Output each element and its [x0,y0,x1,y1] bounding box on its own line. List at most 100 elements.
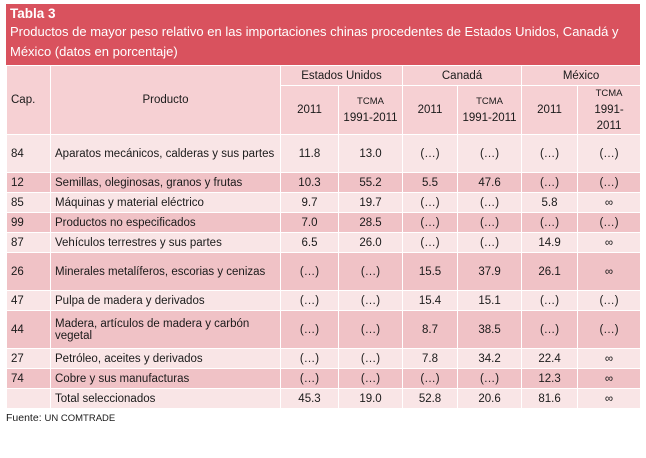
mx-2011-cell: 26.1 [521,252,579,291]
us-tcma-cell: (…) [337,368,404,389]
table-row: 84 Aparatos mecánicos, calderas y sus pa… [6,134,642,173]
ca-2011-cell: (…) [402,232,459,253]
header-tcma: TCMA 1991-2011 [577,85,642,135]
us-tcma-cell: 19.7 [337,192,404,213]
header-cap: Cap. [6,65,51,135]
source-note: Fuente: UN COMTRADE [6,412,640,424]
product-cell: Vehículos terrestres y sus partes [50,232,281,253]
mx-tcma-cell: ∞ [577,368,642,389]
cap-cell: 26 [6,252,51,291]
ca-tcma-cell: 37.9 [457,252,523,291]
product-cell: Aparatos mecánicos, calderas y sus parte… [50,134,281,173]
us-tcma-cell: (…) [337,310,404,349]
mx-tcma-cell: ∞ [577,232,642,253]
ca-tcma-cell: (…) [457,134,523,173]
cap-cell [6,388,51,409]
cap-cell: 47 [6,290,51,311]
ca-2011-cell: 15.5 [402,252,459,291]
mx-2011-cell: (…) [521,310,579,349]
product-cell: Productos no especificados [50,212,281,233]
us-2011-cell: 45.3 [280,388,339,409]
us-tcma-cell: 55.2 [337,172,404,193]
mx-2011-cell: 5.8 [521,192,579,213]
cap-cell: 27 [6,348,51,369]
product-cell: Madera, artículos de madera y carbón veg… [50,310,281,349]
us-tcma-cell: 26.0 [337,232,404,253]
ca-2011-cell: 15.4 [402,290,459,311]
header-tcma-label: TCMA [476,96,503,107]
imports-table: Cap. Producto Estados Unidos Canadá Méxi… [6,65,642,409]
mx-2011-cell: (…) [521,134,579,173]
mx-tcma-cell: ∞ [577,388,642,409]
cap-cell: 99 [6,212,51,233]
header-country-mx: México [521,65,642,86]
mx-tcma-cell: (…) [577,134,642,173]
header-year: 2011 [402,85,459,135]
ca-tcma-cell: (…) [457,192,523,213]
ca-2011-cell: (…) [402,192,459,213]
cap-cell: 85 [6,192,51,213]
mx-2011-cell: 22.4 [521,348,579,369]
ca-2011-cell: (…) [402,212,459,233]
ca-tcma-cell: 38.5 [457,310,523,349]
cap-cell: 74 [6,368,51,389]
table-row: 44 Madera, artículos de madera y carbón … [6,310,642,349]
ca-2011-cell: 8.7 [402,310,459,349]
ca-tcma-cell: 15.1 [457,290,523,311]
us-2011-cell: (…) [280,368,339,389]
ca-tcma-cell: (…) [457,368,523,389]
mx-tcma-cell: (…) [577,310,642,349]
mx-2011-cell: 81.6 [521,388,579,409]
us-2011-cell: 7.0 [280,212,339,233]
header-tcma: TCMA 1991-2011 [457,85,523,135]
table-title: Tabla 3 [10,6,56,21]
ca-2011-cell: 52.8 [402,388,459,409]
ca-2011-cell: (…) [402,368,459,389]
table-figure: Tabla 3 Productos de mayor peso relativo… [6,4,642,424]
mx-2011-cell: 12.3 [521,368,579,389]
header-tcma-period: 1991-2011 [462,112,517,124]
us-2011-cell: 6.5 [280,232,339,253]
table-row: 87 Vehículos terrestres y sus partes 6.5… [6,232,642,253]
table-row: 27 Petróleo, aceites y derivados (…) (…)… [6,348,642,369]
header-year: 2011 [280,85,339,135]
product-cell: Cobre y sus manufacturas [50,368,281,389]
mx-2011-cell: (…) [521,290,579,311]
source-label: Fuente: [6,412,42,424]
us-2011-cell: 9.7 [280,192,339,213]
us-tcma-cell: 19.0 [337,388,404,409]
us-2011-cell: (…) [280,348,339,369]
cap-cell: 84 [6,134,51,173]
us-2011-cell: (…) [280,290,339,311]
header-country-us: Estados Unidos [279,65,404,86]
header-tcma-period: 1991-2011 [343,112,398,124]
mx-tcma-cell: (…) [577,290,642,311]
ca-tcma-cell: 34.2 [457,348,523,369]
us-tcma-cell: (…) [337,290,404,311]
total-row: Total seleccionados 45.3 19.0 52.8 20.6 … [6,388,642,409]
mx-2011-cell: 14.9 [521,232,579,253]
header-tcma-period: 1991-2011 [594,104,624,132]
cap-cell: 87 [6,232,51,253]
cap-cell: 44 [6,310,51,349]
header-tcma-label: TCMA [595,88,623,99]
mx-2011-cell: (…) [521,212,579,233]
source-name: UN COMTRADE [44,413,116,424]
table-row: 85 Máquinas y material eléctrico 9.7 19.… [6,192,642,213]
table-row: 74 Cobre y sus manufacturas (…) (…) (…) … [6,368,642,389]
product-cell: Máquinas y material eléctrico [50,192,281,213]
header-tcma-label: TCMA [357,96,384,107]
header-country-ca: Canadá [402,65,523,86]
us-tcma-cell: 28.5 [337,212,404,233]
us-tcma-cell: (…) [337,348,404,369]
mx-tcma-cell: ∞ [577,192,642,213]
product-cell: Petróleo, aceites y derivados [50,348,281,369]
us-2011-cell: 11.8 [280,134,339,173]
us-tcma-cell: (…) [337,252,404,291]
mx-2011-cell: (…) [521,172,579,193]
table-row: 99 Productos no especificados 7.0 28.5 (… [6,212,642,233]
mx-tcma-cell: ∞ [577,348,642,369]
title-band: Tabla 3 Productos de mayor peso relativo… [6,4,640,65]
ca-2011-cell: 5.5 [402,172,459,193]
header-tcma: TCMA 1991-2011 [337,85,404,135]
